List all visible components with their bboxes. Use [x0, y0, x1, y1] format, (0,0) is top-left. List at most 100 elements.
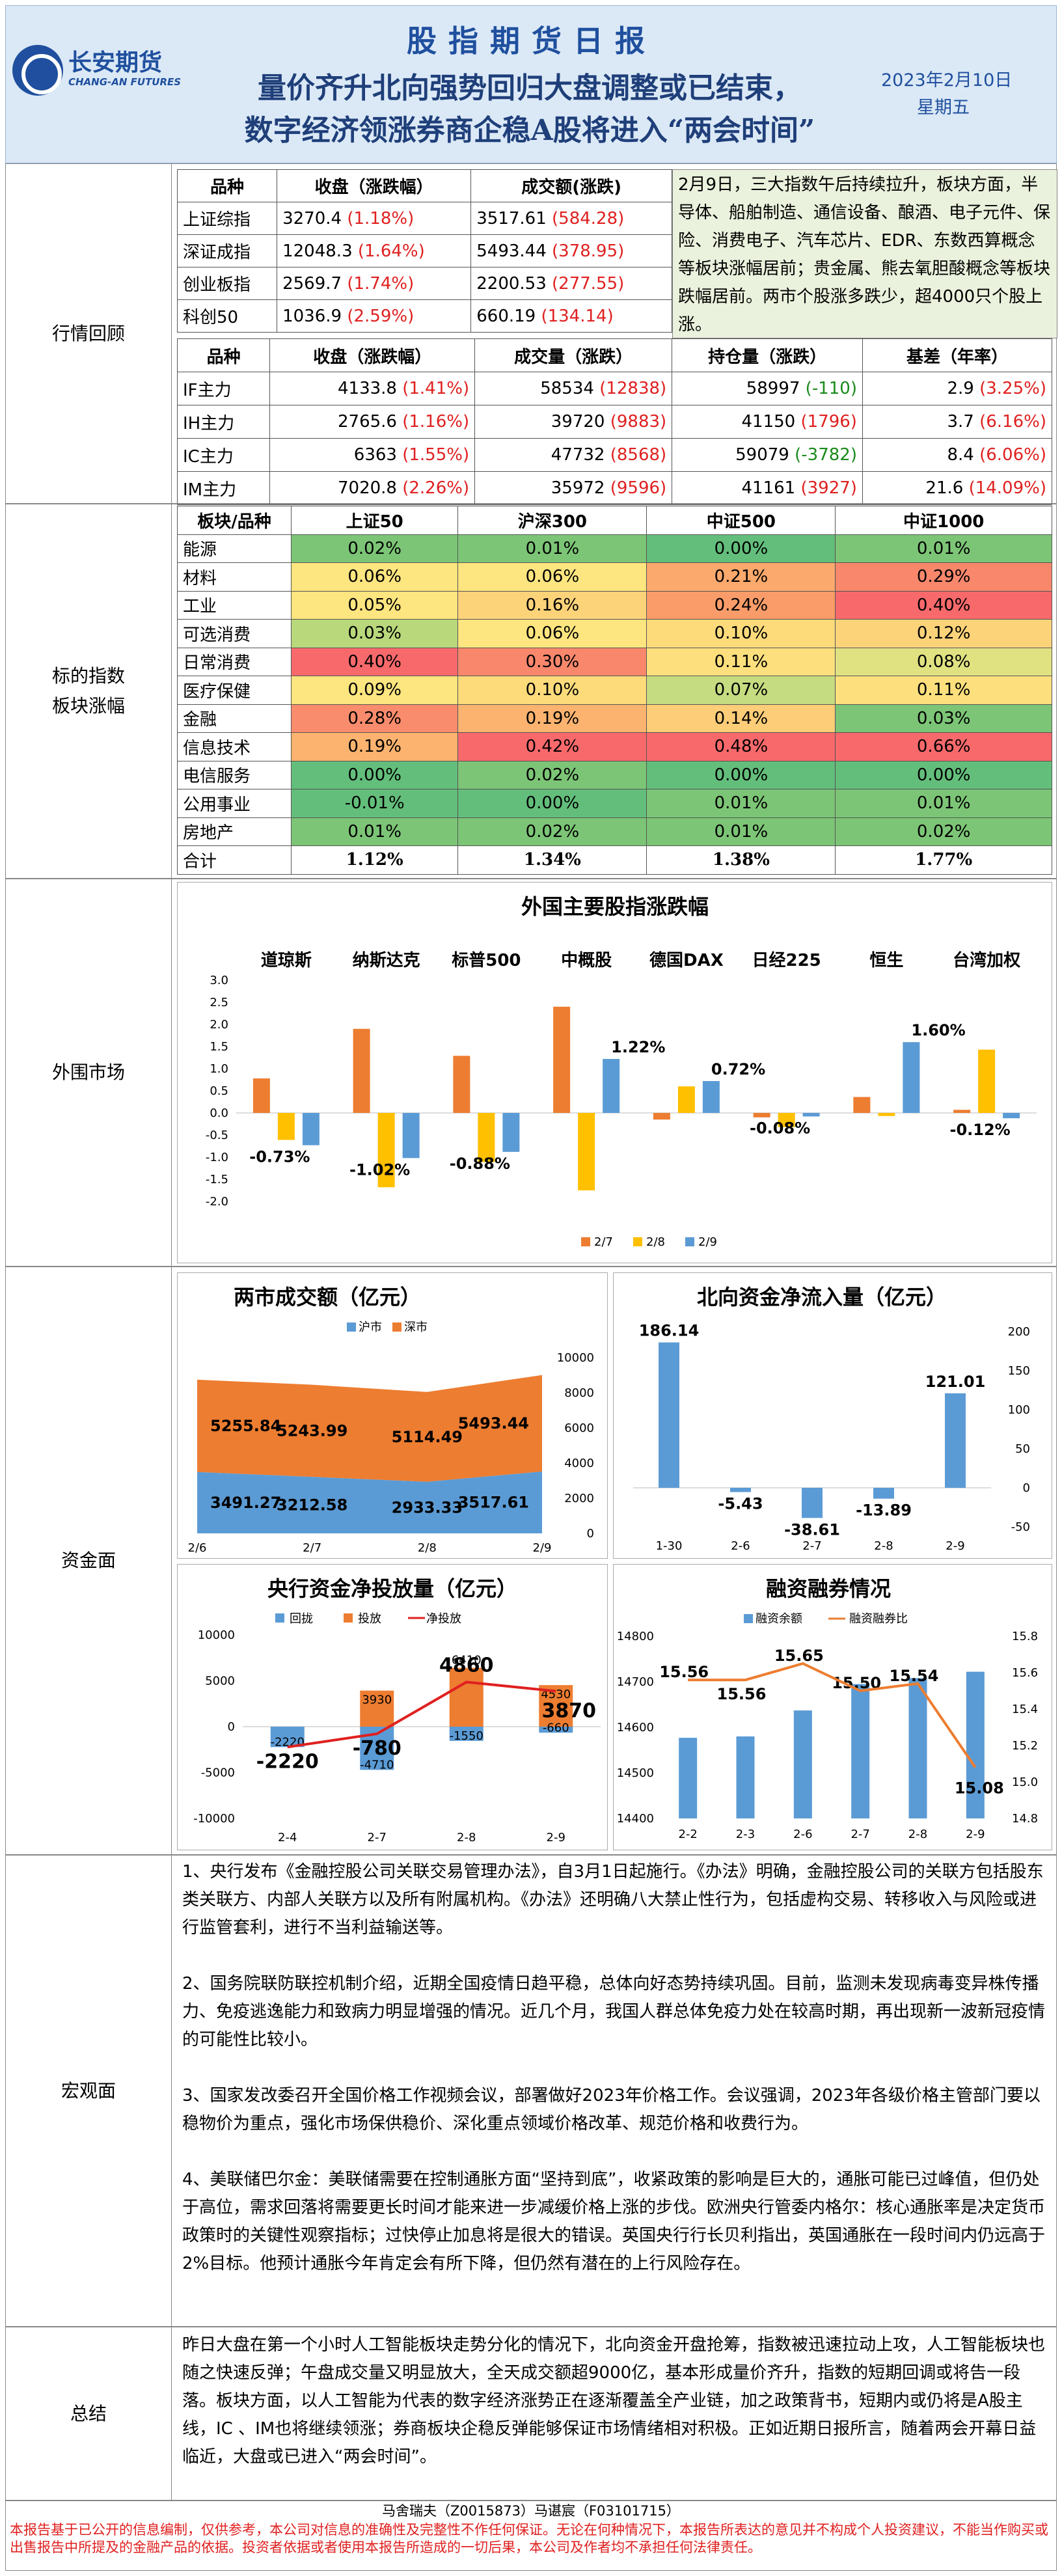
index-turnover-value: 5493.44: [476, 241, 552, 261]
area-shanghai: [197, 1472, 542, 1533]
legend-swatch: [347, 1322, 356, 1332]
y-tick-label: 2.5: [210, 996, 228, 1009]
futures-name: IF主力: [176, 372, 271, 405]
sector-name: 信息技术: [177, 732, 292, 761]
x-tick-label: 2-4: [278, 1831, 297, 1844]
futures-change: (1.41%): [402, 379, 470, 398]
futures-oi-value: 41161: [741, 478, 801, 498]
legend-label: 回拢: [290, 1612, 313, 1626]
shanghai-label: 3517.61: [458, 1494, 529, 1512]
x-tick-label: 2-6: [793, 1828, 812, 1841]
margin-balance-bar: [793, 1710, 812, 1818]
sector-label-line1: 标的指数: [51, 665, 125, 687]
futures-oi: 41150 (1796): [672, 405, 863, 439]
sector-value: 0.03%: [835, 704, 1052, 733]
bar-2-7: [653, 1113, 670, 1120]
futures-header-cell: 基差（年率）: [862, 338, 1053, 372]
sector-total-value: 1.12%: [290, 845, 459, 875]
category-label: 台湾加权: [953, 950, 1020, 970]
index-change: (1.74%): [347, 273, 415, 294]
withdraw-bar: [449, 1727, 483, 1741]
index-change: (2.59%): [347, 306, 415, 326]
index-close: 2569.7 (1.74%): [277, 267, 472, 300]
futures-close-value: 2765.6: [337, 412, 403, 432]
futures-basis-value: 8.4: [947, 445, 980, 465]
futures-volume: 58534 (12838): [474, 372, 673, 405]
section-label-summary: 总结: [6, 2327, 172, 2500]
y-tick-label: 200: [1008, 1325, 1030, 1339]
x-tick-label: 2/6: [188, 1541, 207, 1555]
sector-value: 0.05%: [290, 590, 459, 620]
y-tick-label: 1.0: [210, 1062, 228, 1076]
data-label: -13.89: [856, 1501, 912, 1520]
y2-tick-label: 15.8: [1012, 1630, 1038, 1643]
futures-volume-value: 58534: [540, 379, 600, 398]
sector-header-row: 板块/品种 上证50 沪深300 中证500 中证1000: [177, 506, 1052, 535]
shenzhen-label: 5243.99: [277, 1421, 347, 1440]
futures-volume-value: 47732: [551, 445, 610, 465]
futures-close-value: 6363: [353, 445, 403, 465]
futures-row: IC主力 6363 (1.55%) 47732 (8568) 59079 (-3782…: [176, 438, 1053, 472]
index-header-row: 品种 收盘（涨跌幅） 成交额(涨跌): [176, 169, 672, 202]
futures-oi: 59079 (-3782): [672, 438, 863, 472]
futures-row: IM主力 7020.8 (2.26%) 35972 (9596) 41161 (392…: [176, 471, 1053, 505]
sector-value: 0.03%: [290, 619, 459, 648]
futures-oi-value: 58997: [746, 379, 806, 398]
bar-2-8: [978, 1049, 996, 1113]
sector-header-cell: 板块/品种: [177, 506, 292, 535]
chart-title: 融资融券情况: [766, 1576, 891, 1601]
futures-oi: 58997 (-110): [672, 372, 863, 405]
sector-row: 公用事业 -0.01% 0.00% 0.01% 0.01%: [177, 789, 1052, 818]
index-close-value: 2569.7: [282, 273, 347, 294]
sector-value: 0.00%: [457, 789, 647, 818]
sector-value: 0.08%: [835, 647, 1052, 676]
futures-basis-rate: (3.25%): [979, 379, 1046, 398]
withdraw-label: -1550: [450, 1729, 483, 1743]
net-line: [287, 1680, 556, 1749]
sector-value: 0.00%: [646, 534, 836, 563]
x-tick-label: 2-8: [908, 1828, 927, 1841]
sector-value: 0.42%: [457, 732, 647, 761]
x-tick-label: 2-9: [946, 1539, 964, 1553]
macro-para-2: 2、国务院联防联控机制介绍，近期全国疫情日趋平稳，总体向好态势持续巩固。目前，监…: [182, 1974, 1046, 2049]
sector-name: 房地产: [177, 817, 292, 846]
sector-total-name: 合计: [177, 845, 292, 875]
futures-row: IH主力 2765.6 (1.16%) 39720 (9883) 41150 (179…: [176, 405, 1053, 439]
sector-total-value: 1.38%: [646, 845, 836, 875]
futures-close: 2765.6 (1.16%): [269, 405, 476, 439]
index-turnover-change: (134.14): [541, 306, 614, 326]
sector-value: 0.01%: [646, 789, 836, 818]
sector-row: 房地产 0.01% 0.02% 0.01% 0.02%: [177, 817, 1052, 846]
index-turnover-change: (277.55): [552, 273, 625, 294]
sector-row: 信息技术 0.19% 0.42% 0.48% 0.66%: [177, 732, 1052, 761]
data-label: -5.43: [718, 1495, 763, 1513]
index-close-value: 12048.3: [282, 241, 358, 261]
legend-swatch: [392, 1322, 402, 1332]
y2-tick-label: 15.0: [1012, 1775, 1038, 1789]
inject-bar: [539, 1685, 573, 1727]
bar-2-7: [252, 1078, 270, 1113]
index-table: 品种 收盘（涨跌幅） 成交额(涨跌) 上证综指 3270.4 (1.18%) 3517.6…: [176, 169, 672, 333]
sector-value: 0.07%: [646, 676, 836, 705]
sector-row: 金融 0.28% 0.19% 0.14% 0.03%: [177, 704, 1052, 733]
bar-2-7: [353, 1028, 370, 1113]
x-tick-label: 2-8: [874, 1539, 893, 1553]
sector-name: 公用事业: [177, 789, 292, 818]
margin-balance-bar: [679, 1738, 698, 1818]
section-label-macro: 宏观面: [6, 1856, 172, 2326]
futures-close: 7020.8 (2.26%): [269, 471, 476, 505]
futures-close-value: 7020.8: [337, 478, 403, 498]
bar-2-9: [502, 1113, 520, 1152]
futures-basis: 8.4 (6.06%): [862, 438, 1053, 472]
y-tick-label: 10000: [557, 1351, 594, 1365]
sector-value: 0.24%: [646, 590, 836, 620]
x-tick-label: 2/9: [533, 1541, 552, 1555]
area-shenzhen: [197, 1375, 542, 1482]
authors: 马舍瑞夫（Z0015873）马谌宸（F03101715）: [382, 2503, 680, 2519]
summary-text: 昨日大盘在第一个小时人工智能板块走势分化的情况下，北向资金开盘抢筹，指数被迅速拉…: [182, 2335, 1046, 2467]
sector-name: 能源: [177, 534, 292, 563]
x-tick-label: 2-8: [457, 1831, 476, 1844]
sector-value: 0.09%: [290, 676, 459, 705]
y-tick-label: 0: [228, 1720, 235, 1734]
sector-name: 工业: [177, 590, 292, 620]
